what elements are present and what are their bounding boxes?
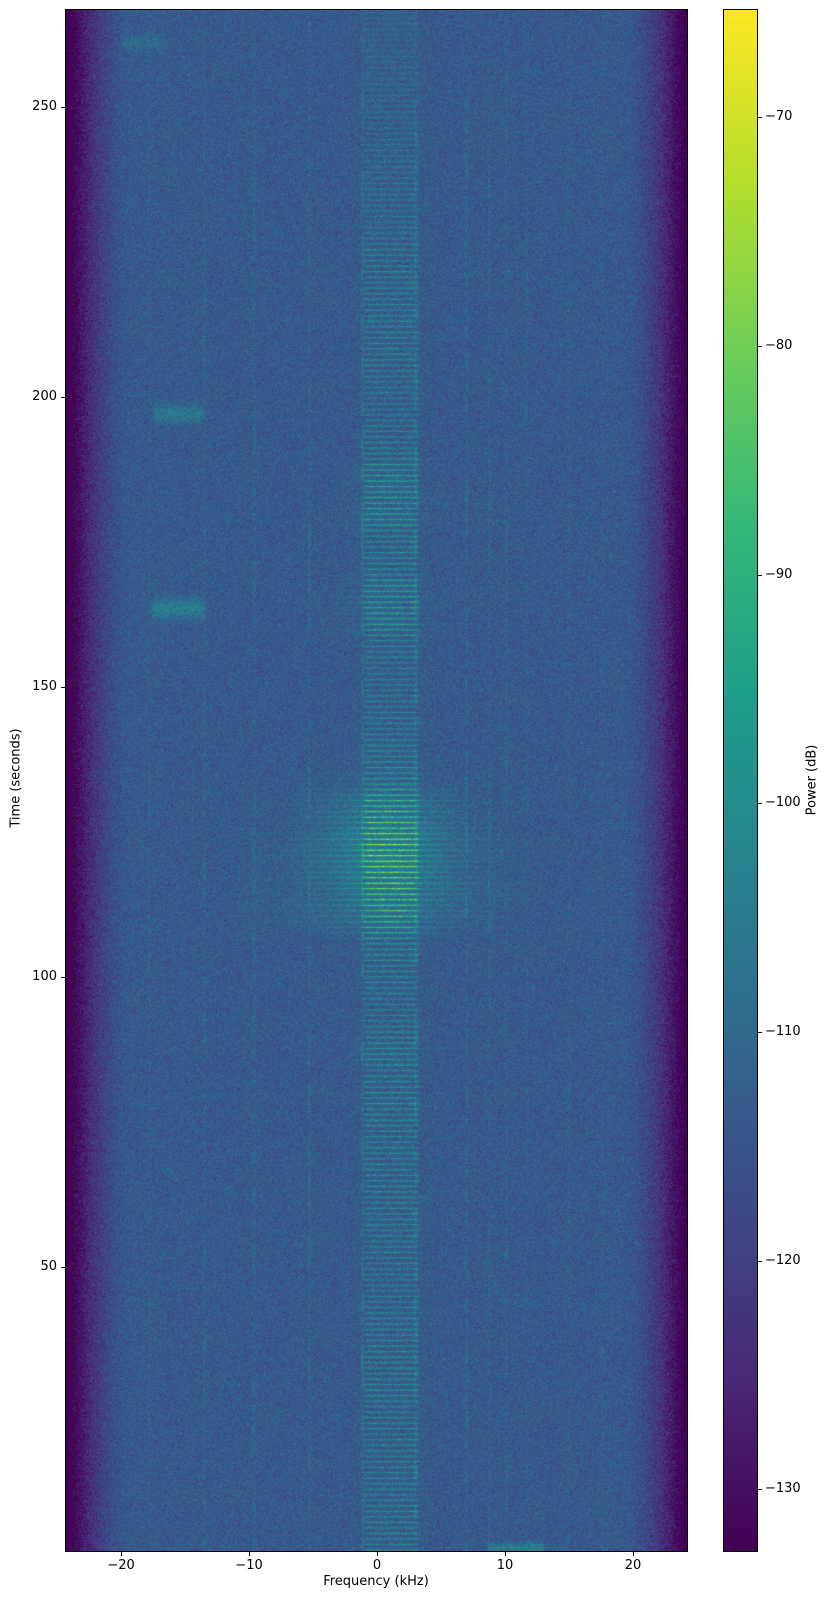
x-tick-mark — [249, 1552, 251, 1556]
colorbar-tick-mark — [758, 117, 762, 119]
colorbar-tick-label: −110 — [765, 1023, 801, 1039]
x-tick-label: −20 — [107, 1558, 135, 1573]
y-tick-label: 150 — [32, 678, 57, 694]
y-tick-label: 50 — [40, 1258, 57, 1274]
colorbar-tick-mark — [758, 346, 762, 348]
x-tick-mark — [632, 1552, 634, 1556]
colorbar-tick-label: −120 — [765, 1252, 801, 1268]
x-tick-label: −10 — [235, 1558, 263, 1573]
x-tick-label: 20 — [624, 1558, 642, 1573]
colorbar-tick-mark — [758, 574, 762, 576]
colorbar-label: Power (dB) — [804, 744, 820, 816]
x-tick-mark — [121, 1552, 123, 1556]
colorbar-tick-mark — [758, 1489, 762, 1491]
y-tick-mark — [61, 686, 65, 688]
y-axis-label: Time (seconds) — [8, 728, 24, 828]
spectrogram-heatmap — [66, 10, 687, 1551]
y-tick-mark — [61, 1266, 65, 1268]
colorbar-tick-mark — [758, 1260, 762, 1262]
colorbar-tick-mark — [758, 1031, 762, 1033]
colorbar-tick-label: −130 — [765, 1481, 801, 1497]
colorbar-tick-mark — [758, 803, 762, 805]
x-axis-label: Frequency (kHz) — [323, 1574, 429, 1589]
x-tick-label: 0 — [372, 1558, 382, 1573]
x-tick-mark — [505, 1552, 506, 1556]
plot-area — [65, 9, 688, 1552]
colorbar — [723, 9, 758, 1552]
colorbar-tick-label: −100 — [765, 795, 801, 811]
colorbar-tick-label: −70 — [765, 109, 793, 125]
y-tick-mark — [61, 106, 65, 108]
x-tick-mark — [377, 1552, 378, 1556]
x-tick-label: 10 — [496, 1558, 514, 1573]
y-tick-label: 200 — [32, 388, 57, 404]
y-tick-mark — [61, 976, 65, 978]
y-tick-label: 250 — [32, 98, 57, 114]
y-tick-label: 100 — [32, 968, 57, 984]
colorbar-tick-label: −80 — [765, 338, 793, 354]
colorbar-tick-label: −90 — [765, 566, 793, 582]
y-tick-mark — [61, 396, 65, 398]
colorbar-gradient — [724, 10, 757, 1551]
